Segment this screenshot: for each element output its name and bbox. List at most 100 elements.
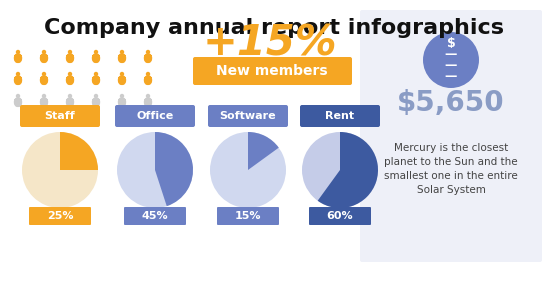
Polygon shape (92, 99, 100, 100)
Polygon shape (120, 81, 122, 84)
Polygon shape (146, 59, 147, 63)
Circle shape (146, 94, 150, 98)
Text: $5,650: $5,650 (397, 89, 505, 117)
FancyBboxPatch shape (208, 105, 288, 127)
Text: 15%: 15% (235, 211, 261, 221)
Text: +15%: +15% (203, 22, 338, 64)
FancyBboxPatch shape (360, 10, 542, 262)
Polygon shape (96, 103, 98, 107)
Polygon shape (40, 55, 48, 56)
Polygon shape (149, 81, 150, 84)
FancyBboxPatch shape (20, 105, 100, 127)
Polygon shape (94, 76, 99, 81)
FancyBboxPatch shape (115, 105, 195, 127)
Polygon shape (66, 99, 74, 100)
Circle shape (120, 72, 124, 76)
Polygon shape (66, 55, 74, 56)
Polygon shape (92, 55, 100, 56)
Polygon shape (66, 77, 74, 79)
Circle shape (42, 94, 46, 98)
Circle shape (146, 50, 150, 54)
Polygon shape (146, 99, 151, 103)
Circle shape (42, 50, 46, 54)
Polygon shape (42, 81, 43, 84)
Text: 25%: 25% (47, 211, 73, 221)
Text: Office: Office (136, 111, 174, 121)
Wedge shape (22, 132, 98, 208)
Polygon shape (44, 59, 46, 63)
Polygon shape (68, 81, 70, 84)
Polygon shape (71, 59, 72, 63)
Polygon shape (149, 103, 150, 107)
Circle shape (16, 72, 20, 76)
Circle shape (94, 50, 98, 54)
Polygon shape (94, 59, 95, 63)
Polygon shape (119, 76, 124, 81)
Wedge shape (318, 132, 378, 208)
Polygon shape (123, 103, 124, 107)
Text: Staff: Staff (44, 111, 76, 121)
Polygon shape (14, 99, 22, 100)
Polygon shape (68, 103, 70, 107)
Polygon shape (19, 81, 20, 84)
Polygon shape (146, 103, 147, 107)
Polygon shape (96, 59, 98, 63)
Text: $
—
—
—: $ — — — (445, 37, 457, 83)
Polygon shape (120, 103, 122, 107)
FancyBboxPatch shape (124, 207, 186, 225)
Polygon shape (123, 59, 124, 63)
Text: Company annual report infographics: Company annual report infographics (44, 18, 504, 38)
Polygon shape (16, 81, 18, 84)
FancyBboxPatch shape (29, 207, 91, 225)
Text: New members: New members (216, 64, 328, 78)
Polygon shape (118, 77, 126, 79)
Text: Software: Software (220, 111, 276, 121)
Polygon shape (42, 76, 47, 81)
FancyBboxPatch shape (309, 207, 371, 225)
FancyBboxPatch shape (217, 207, 279, 225)
Circle shape (120, 50, 124, 54)
Polygon shape (19, 103, 20, 107)
Polygon shape (15, 55, 20, 59)
Polygon shape (42, 55, 47, 59)
Circle shape (120, 94, 124, 98)
Polygon shape (146, 81, 147, 84)
Polygon shape (144, 77, 152, 79)
Polygon shape (94, 99, 99, 103)
Wedge shape (302, 132, 378, 208)
Polygon shape (119, 55, 124, 59)
Polygon shape (67, 76, 72, 81)
Polygon shape (68, 59, 70, 63)
Circle shape (42, 72, 46, 76)
Polygon shape (119, 99, 124, 103)
Polygon shape (15, 99, 20, 103)
Circle shape (423, 32, 479, 88)
Circle shape (68, 94, 72, 98)
Polygon shape (14, 55, 22, 56)
Circle shape (16, 50, 20, 54)
Polygon shape (71, 103, 72, 107)
Polygon shape (42, 99, 47, 103)
Wedge shape (60, 132, 98, 170)
Polygon shape (144, 99, 152, 100)
Polygon shape (118, 99, 126, 100)
Circle shape (94, 72, 98, 76)
Polygon shape (67, 55, 72, 59)
Polygon shape (146, 76, 151, 81)
Circle shape (68, 72, 72, 76)
Polygon shape (14, 77, 22, 79)
Polygon shape (16, 59, 18, 63)
Polygon shape (94, 81, 95, 84)
Wedge shape (248, 132, 279, 170)
Circle shape (94, 94, 98, 98)
Circle shape (146, 72, 150, 76)
Text: 45%: 45% (142, 211, 168, 221)
Polygon shape (118, 55, 126, 56)
Circle shape (16, 94, 20, 98)
Polygon shape (40, 99, 48, 100)
Polygon shape (40, 77, 48, 79)
Polygon shape (92, 77, 100, 79)
Wedge shape (117, 132, 193, 208)
FancyBboxPatch shape (193, 57, 352, 85)
Text: Mercury is the closest
planet to the Sun and the
smallest one in the entire
Sola: Mercury is the closest planet to the Sun… (384, 143, 518, 195)
